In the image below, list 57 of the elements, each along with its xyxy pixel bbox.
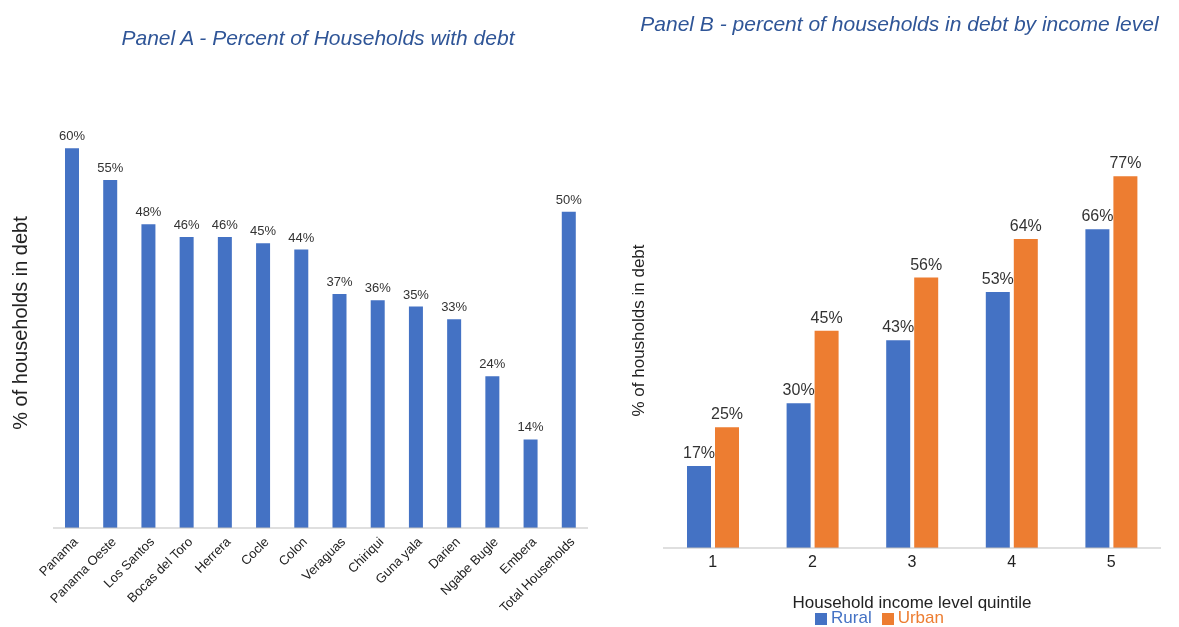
bar	[141, 224, 156, 528]
x-tick-label: 5	[1106, 553, 1116, 571]
bar	[370, 300, 385, 528]
data-label: 55%	[97, 160, 124, 176]
bar	[332, 293, 347, 528]
data-label: 46%	[173, 216, 201, 232]
bar	[447, 319, 462, 528]
bar	[485, 376, 500, 528]
data-label: 14%	[517, 419, 545, 435]
bar	[408, 306, 423, 528]
data-label: 60%	[58, 128, 86, 144]
bar	[687, 465, 711, 548]
data-label: 35%	[402, 286, 430, 302]
bar	[1113, 176, 1138, 548]
data-label: 25%	[710, 405, 744, 423]
bar	[294, 249, 309, 528]
bar	[256, 243, 271, 528]
data-label: 30%	[782, 381, 815, 399]
bar	[886, 340, 911, 548]
x-tick-label: 4	[1007, 553, 1017, 571]
data-label: 44%	[288, 229, 315, 245]
data-label: 45%	[250, 223, 277, 239]
data-label: 36%	[364, 280, 392, 296]
data-label: 66%	[1081, 207, 1114, 225]
data-label: 64%	[1009, 216, 1042, 234]
data-label: 48%	[135, 204, 162, 220]
data-label: 24%	[479, 356, 506, 372]
x-tick-label: 3	[907, 553, 917, 571]
bar	[985, 292, 1010, 548]
data-label: 17%	[682, 443, 716, 461]
bar	[217, 236, 232, 528]
y-axis-title: % of housholds in debt	[629, 244, 649, 417]
bar	[814, 330, 839, 548]
bar	[65, 148, 79, 528]
bar	[715, 427, 739, 548]
bar	[561, 211, 576, 528]
bar	[1085, 229, 1110, 548]
y-axis-title: % of households in debt	[9, 215, 32, 430]
data-label: 50%	[555, 191, 583, 207]
data-label: 33%	[441, 299, 468, 315]
data-label: 37%	[326, 273, 353, 289]
data-label: 56%	[910, 255, 943, 273]
bar	[1013, 238, 1038, 548]
data-label: 77%	[1109, 154, 1142, 172]
x-tick-label: 2	[807, 553, 817, 571]
data-label: 43%	[882, 318, 915, 336]
bar	[786, 403, 811, 548]
data-label: 46%	[211, 216, 239, 232]
bar	[179, 236, 194, 528]
chart-title: Panel B - percent of households in debt by income level	[639, 11, 1160, 37]
chart-title: Panel A - Percent of Households with debt	[120, 25, 517, 51]
bar	[523, 439, 538, 528]
x-tick-label: 1	[708, 553, 718, 571]
data-label: 53%	[981, 270, 1014, 288]
bar	[103, 180, 118, 528]
bar	[914, 277, 939, 548]
data-label: 45%	[810, 308, 843, 326]
